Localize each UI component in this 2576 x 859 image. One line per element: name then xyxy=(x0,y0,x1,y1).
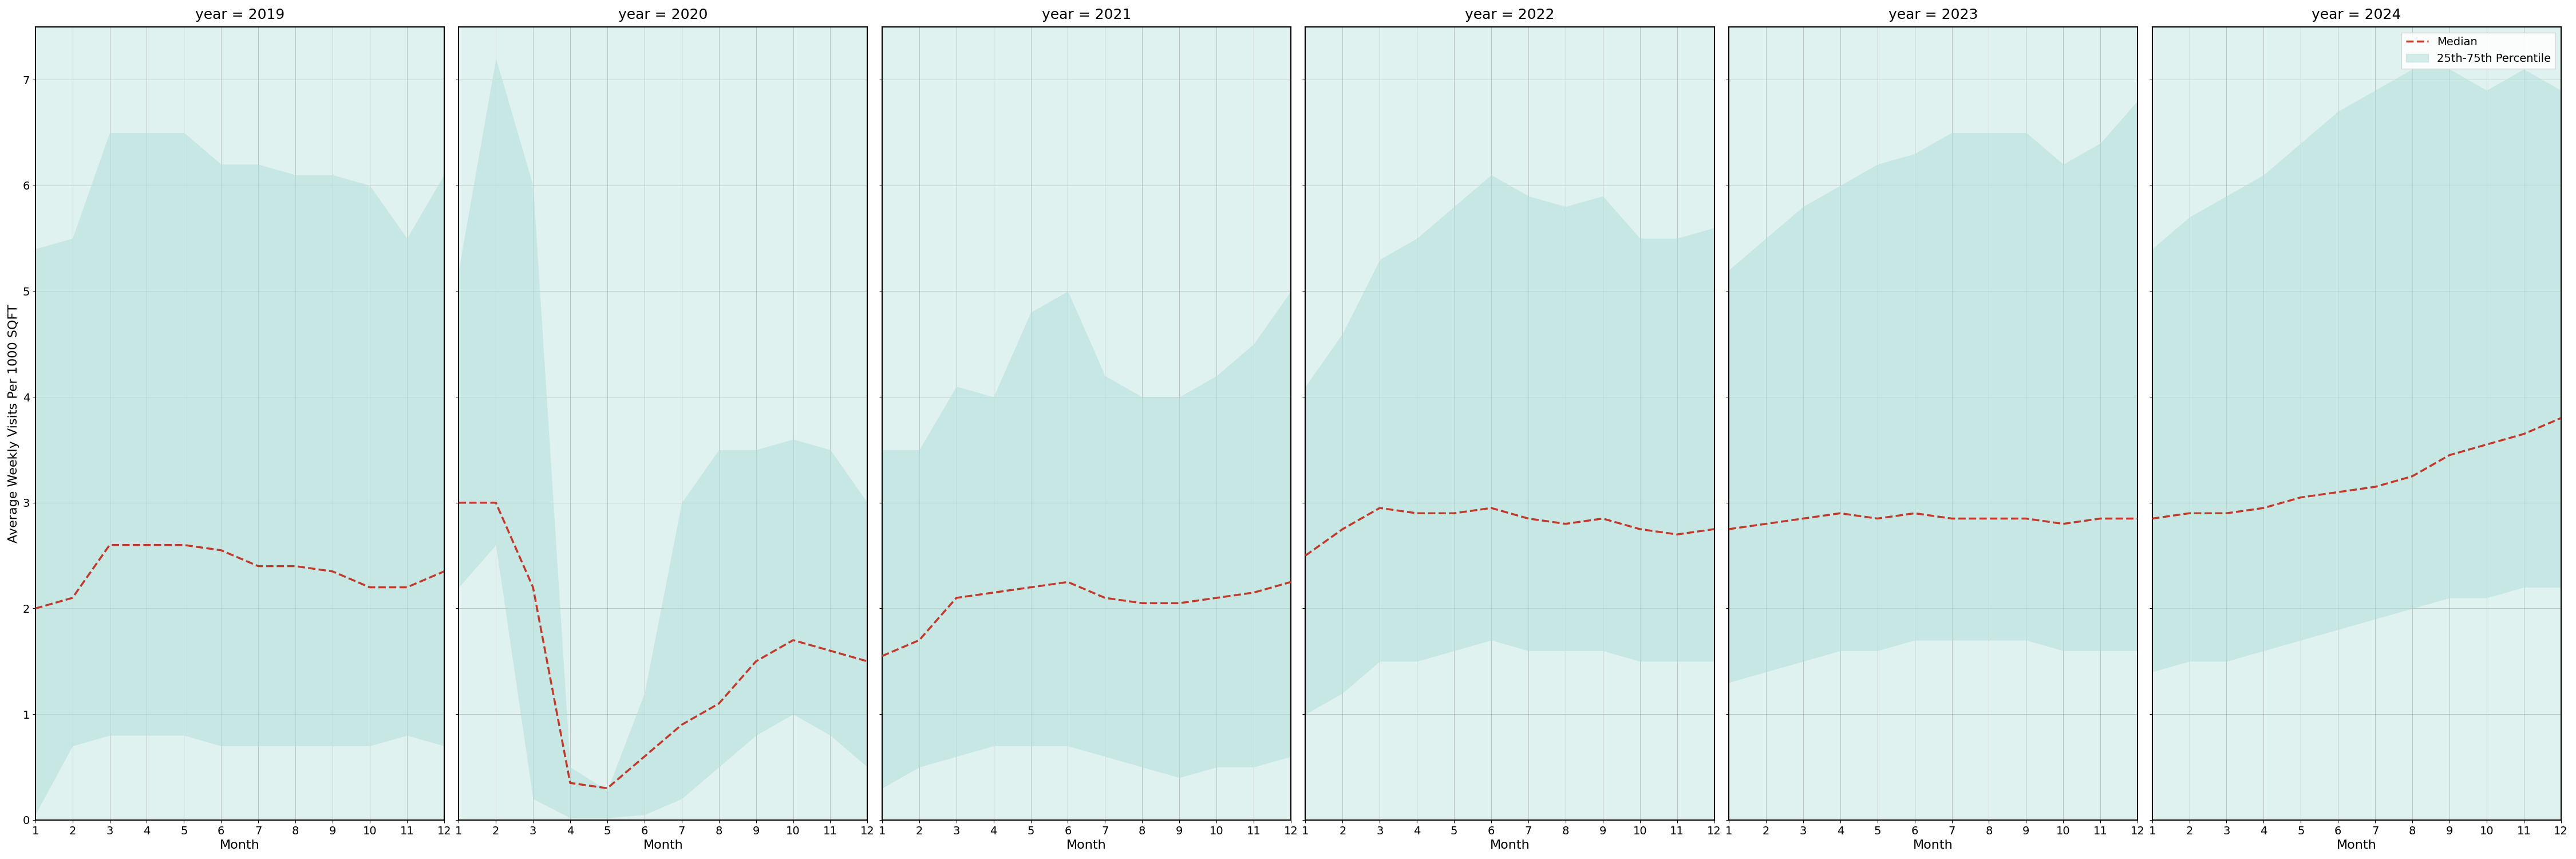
X-axis label: Month: Month xyxy=(1914,839,1953,851)
Legend: Median, 25th-75th Percentile: Median, 25th-75th Percentile xyxy=(2401,33,2555,69)
Title: year = 2023: year = 2023 xyxy=(1888,8,1978,21)
Y-axis label: Average Weekly Visits Per 1000 SQFT: Average Weekly Visits Per 1000 SQFT xyxy=(8,304,21,543)
X-axis label: Month: Month xyxy=(1066,839,1108,851)
Title: year = 2024: year = 2024 xyxy=(2311,8,2401,21)
X-axis label: Month: Month xyxy=(2336,839,2378,851)
Title: year = 2020: year = 2020 xyxy=(618,8,708,21)
Title: year = 2021: year = 2021 xyxy=(1041,8,1131,21)
X-axis label: Month: Month xyxy=(644,839,683,851)
Title: year = 2022: year = 2022 xyxy=(1466,8,1553,21)
Title: year = 2019: year = 2019 xyxy=(196,8,283,21)
X-axis label: Month: Month xyxy=(219,839,260,851)
X-axis label: Month: Month xyxy=(1489,839,1530,851)
